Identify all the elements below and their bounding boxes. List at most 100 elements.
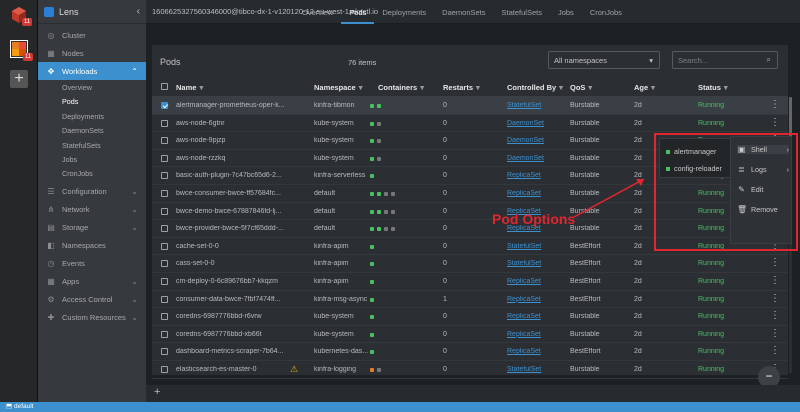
table-row[interactable]: consumer-data-bwce-7fbf7474ff... kinfra-m…: [152, 291, 788, 309]
column-header-age[interactable]: Age ▾: [634, 83, 655, 92]
sidebar-item-namespaces[interactable]: ◧ Namespaces: [38, 236, 146, 254]
menu-item-remove[interactable]: 🗑 Remove: [737, 205, 789, 214]
row-checkbox[interactable]: [161, 119, 168, 127]
table-row[interactable]: coredns-6987776bbd-xb66t kube-system 0 Repl…: [152, 326, 788, 344]
row-checkbox[interactable]: [161, 366, 168, 373]
table-row[interactable]: alertmanager-prometheus-oper-k... kinfra-…: [152, 97, 788, 115]
namespace-select[interactable]: All namespaces ▾: [548, 51, 660, 69]
sidebar-item-nodes[interactable]: ▦ Nodes: [38, 44, 146, 62]
sidebar-item-cluster[interactable]: ◎ Cluster: [38, 26, 146, 44]
menu-item-edit[interactable]: ✎ Edit: [737, 185, 789, 194]
tab-pods[interactable]: Pods: [341, 0, 375, 24]
row-menu-icon[interactable]: ⋮: [770, 257, 780, 269]
sidebar-subitem-cronjobs[interactable]: CronJobs: [62, 169, 93, 179]
row-menu-icon[interactable]: ⋮: [770, 310, 780, 322]
table-row[interactable]: cass-set-0-0 kinfra-apim 0 StatefulSet BestE…: [152, 255, 788, 273]
controlled-by-link[interactable]: DaemonSet: [507, 137, 544, 145]
tab-overview[interactable]: Overview: [302, 8, 334, 17]
tab-cronjobs[interactable]: CronJobs: [589, 8, 622, 17]
tab-statefulsets[interactable]: StatefulSets: [501, 8, 542, 17]
row-checkbox[interactable]: [161, 172, 168, 180]
controlled-by-link[interactable]: StatefulSet: [507, 366, 542, 373]
row-checkbox[interactable]: [161, 348, 168, 356]
search-input[interactable]: Search... ⌕: [672, 51, 778, 69]
sidebar-item-events[interactable]: ◷ Events: [38, 254, 146, 272]
select-all-checkbox[interactable]: [161, 83, 168, 90]
menu-item-shell[interactable]: ▣ Shell ›: [737, 145, 789, 154]
controlled-by-link[interactable]: ReplicaSet: [507, 278, 541, 285]
sidebar-item-workloads[interactable]: ✥ Workloads ⌃: [38, 62, 146, 80]
collapse-sidebar-icon[interactable]: ‹: [136, 6, 140, 17]
cluster-icon-2[interactable]: 11: [10, 40, 34, 61]
tab-deployments[interactable]: Deployments: [382, 8, 427, 17]
sidebar-subitem-daemonsets[interactable]: DaemonSets: [62, 126, 104, 136]
column-header-name[interactable]: Name ▾: [176, 83, 203, 92]
cluster-icon-1[interactable]: 11: [10, 6, 33, 26]
controlled-by-link[interactable]: StatefulSet: [507, 260, 542, 268]
column-header-restarts[interactable]: Restarts ▾: [443, 83, 480, 92]
sidebar-item-configuration[interactable]: ☰ Configuration ⌄: [38, 182, 146, 200]
column-header-controlled-by[interactable]: Controlled By ▾: [507, 83, 563, 92]
row-checkbox[interactable]: [161, 207, 168, 215]
controlled-by-link[interactable]: DaemonSet: [507, 154, 544, 162]
row-menu-icon[interactable]: ⋮: [770, 327, 780, 339]
sidebar-item-storage[interactable]: ▤ Storage ⌄: [38, 218, 146, 236]
sidebar-subitem-pods[interactable]: Pods: [62, 97, 79, 107]
table-row[interactable]: aws-node-6gtnr kube-system 0 DaemonSet Burst…: [152, 115, 788, 133]
controlled-by-link[interactable]: StatefulSet: [507, 242, 542, 250]
kube-context-label[interactable]: default: [13, 403, 34, 410]
row-menu-icon[interactable]: ⋮: [770, 99, 780, 110]
row-checkbox[interactable]: [161, 154, 168, 162]
table-row[interactable]: cm-deploy-0-6c89676bb7-kkqzm kinfra-apim 0…: [152, 273, 788, 291]
scrollbar-thumb[interactable]: [789, 97, 792, 167]
row-menu-icon[interactable]: ⋮: [770, 275, 780, 286]
sidebar-subitem-deployments[interactable]: Deployments: [62, 111, 104, 121]
sidebar-subitem-jobs[interactable]: Jobs: [62, 155, 78, 164]
add-cluster-button[interactable]: +: [10, 70, 28, 88]
sidebar-item-apps[interactable]: ▦ Apps ⌄: [38, 272, 146, 290]
sidebar-item-network[interactable]: ⋔ Network ⌄: [38, 200, 146, 218]
row-checkbox[interactable]: [161, 313, 168, 321]
table-row[interactable]: coredns-6987776bbd-r6vrw kube-system 0 Repl…: [152, 308, 788, 326]
row-menu-icon[interactable]: ⋮: [770, 292, 780, 304]
controlled-by-link[interactable]: ReplicaSet: [507, 348, 541, 356]
controlled-by-link[interactable]: StatefulSet: [507, 102, 542, 109]
row-menu-icon[interactable]: ⋮: [770, 239, 780, 251]
controlled-by-link[interactable]: ReplicaSet: [507, 330, 541, 338]
sidebar-subitem-statefulsets[interactable]: StatefulSets: [62, 140, 101, 150]
column-header-qos[interactable]: QoS ▾: [570, 83, 592, 92]
column-header-namespace[interactable]: Namespace ▾: [314, 83, 362, 92]
controlled-by-link[interactable]: ReplicaSet: [507, 172, 541, 180]
column-header-containers[interactable]: Containers ▾: [378, 83, 424, 92]
tab-jobs[interactable]: Jobs: [557, 8, 574, 17]
controlled-by-link[interactable]: ReplicaSet: [507, 295, 541, 303]
add-terminal-button[interactable]: +: [154, 386, 161, 398]
sidebar-item-custom-resources[interactable]: ✚ Custom Resources ⌄: [38, 308, 146, 326]
row-checkbox[interactable]: [161, 225, 168, 233]
row-checkbox[interactable]: [161, 137, 168, 145]
container-option-config-reloader[interactable]: config-reloader: [666, 164, 722, 173]
row-checkbox[interactable]: [161, 242, 168, 250]
controlled-by-link[interactable]: DaemonSet: [507, 119, 544, 127]
row-checkbox[interactable]: [161, 295, 168, 303]
column-header-status[interactable]: Status ▾: [698, 83, 728, 92]
controlled-by-link[interactable]: ReplicaSet: [507, 190, 541, 197]
table-row[interactable]: cache-set-0-0 kinfra-apim 0 StatefulSet Best…: [152, 238, 788, 256]
row-menu-icon[interactable]: ⋮: [770, 116, 780, 128]
row-checkbox[interactable]: [161, 330, 168, 338]
controlled-by-link[interactable]: ReplicaSet: [507, 313, 541, 321]
tab-daemonsets[interactable]: DaemonSets: [442, 8, 486, 17]
controlled-by-link[interactable]: ReplicaSet: [507, 225, 541, 233]
collapse-fab-button[interactable]: −: [758, 366, 780, 388]
container-option-alertmanager[interactable]: alertmanager: [666, 147, 716, 156]
menu-item-logs[interactable]: ≣ Logs ›: [737, 165, 789, 174]
row-checkbox[interactable]: [161, 260, 168, 268]
row-checkbox[interactable]: [161, 278, 168, 285]
sidebar-subitem-overview[interactable]: Overview: [62, 83, 92, 92]
row-checkbox[interactable]: [161, 102, 168, 109]
row-checkbox[interactable]: [161, 190, 168, 197]
sidebar-item-access-control[interactable]: ⚙ Access Control ⌄: [38, 290, 146, 308]
table-row[interactable]: dashboard-metrics-scraper-7b64... kuberne…: [152, 343, 788, 361]
controlled-by-link[interactable]: ReplicaSet: [507, 207, 541, 215]
row-menu-icon[interactable]: ⋮: [770, 345, 780, 357]
